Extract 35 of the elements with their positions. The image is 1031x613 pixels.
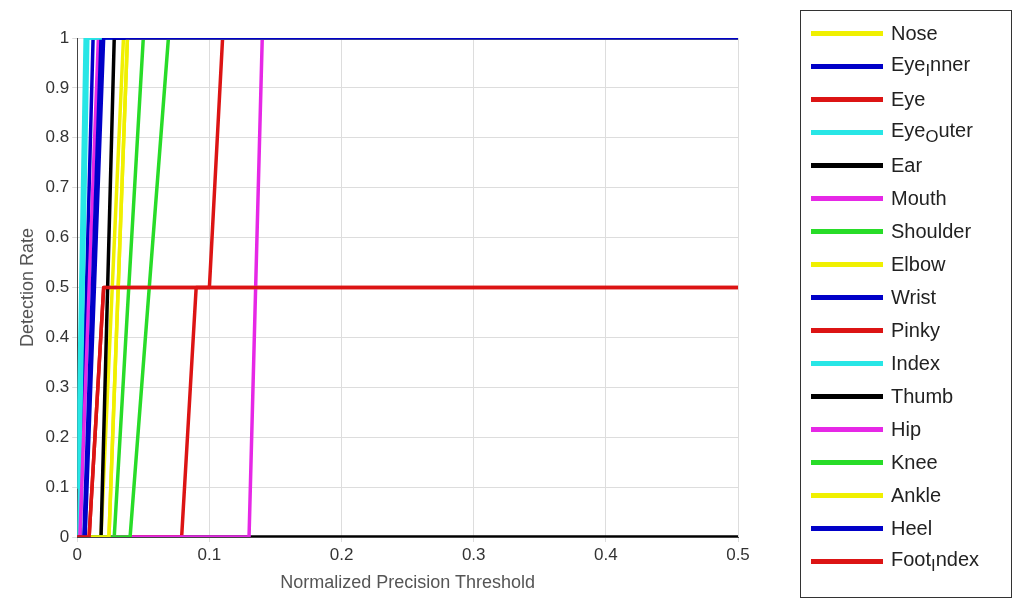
legend-label: Pinky <box>891 319 940 342</box>
legend-label: Ear <box>891 154 923 177</box>
legend-label: Mouth <box>891 187 947 210</box>
legend-label: Eye$_{I}$nner <box>891 52 971 81</box>
legend-label: Shoulder <box>891 220 972 243</box>
legend-label: Eye <box>891 88 926 111</box>
legend-label: Hip <box>891 418 922 441</box>
y-tick-label: 0.2 <box>45 426 70 446</box>
x-tick-label: 0.2 <box>329 544 354 564</box>
legend-label: Knee <box>891 451 938 474</box>
legend-label: Wrist <box>891 286 937 309</box>
legend-label: Foot$_{I}$ndex <box>891 547 980 576</box>
legend-label: Index <box>891 352 940 375</box>
y-tick-label: 0.4 <box>45 327 70 347</box>
legend-label: Thumb <box>891 385 954 408</box>
legend-label: Ankle <box>891 484 942 507</box>
y-tick-label: 0.6 <box>45 227 70 247</box>
legend-label: Eye$_{O}$uter <box>891 118 973 147</box>
x-tick-label: 0.1 <box>197 544 222 564</box>
legend-label: Heel <box>891 517 933 540</box>
legend-label: Elbow <box>891 253 946 276</box>
x-tick-label: 0.4 <box>594 544 618 564</box>
y-tick-label: 0.7 <box>45 177 70 197</box>
y-tick-label: 1 <box>59 27 70 47</box>
y-tick-label: 0 <box>59 526 70 546</box>
y-tick-label: 0.1 <box>45 476 70 496</box>
y-axis-title: Detection Rate <box>16 227 37 348</box>
legend-label: Nose <box>891 22 938 45</box>
y-tick-label: 0.5 <box>45 277 70 297</box>
x-axis-title: Normalized Precision Threshold <box>280 572 536 593</box>
y-tick-label: 0.3 <box>45 376 70 396</box>
y-tick-label: 0.9 <box>45 77 70 97</box>
y-tick-label: 0.8 <box>45 127 70 147</box>
x-tick-label: 0.3 <box>461 544 486 564</box>
x-tick-label: 0.5 <box>726 544 750 564</box>
